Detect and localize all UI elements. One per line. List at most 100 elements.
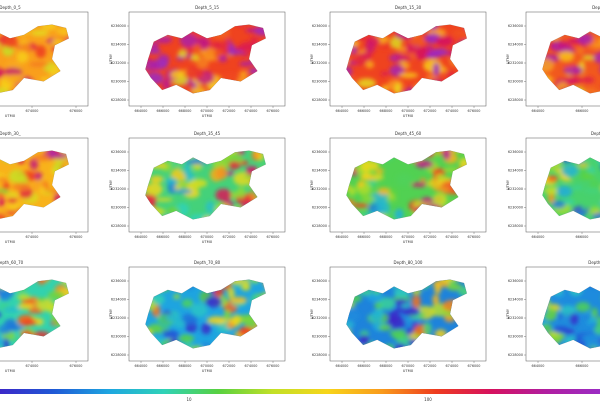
heat-cell [5,60,22,68]
x-tick-label: 664000 [336,109,349,113]
x-tick-label: 666000 [157,109,170,113]
heat-cell [253,25,266,36]
y-tick-label: 6234000 [111,43,126,47]
heat-cell [0,324,12,335]
heat-cell [236,150,245,156]
heat-cell [365,60,375,69]
heat-cell [165,177,177,185]
heat-cell [369,192,390,205]
heat-cell [356,78,377,89]
x-tick-label: 664000 [336,235,349,239]
x-axis-label: UTMX [5,114,16,118]
x-tick-label: 676000 [468,364,481,368]
heat-cell [228,161,241,170]
heat-cell [352,203,369,208]
heat-cell [201,323,212,335]
y-tick-label: 6232000 [312,316,327,320]
x-tick-label: 666000 [157,364,170,368]
heat-cell [431,150,440,157]
heat-cell [12,182,31,192]
heat-cell [166,313,182,322]
y-tick-label: 6228000 [312,224,327,228]
heat-cell [348,186,357,196]
heat-cell [236,187,246,199]
heat-cell [358,334,370,346]
heat-cell [346,320,355,329]
y-tick-label: 6234000 [508,169,523,173]
heat-cell [367,292,384,303]
y-tick-label: 6236000 [508,24,523,28]
x-axis-label: UTMX [403,240,414,244]
heat-cell [575,302,591,312]
y-tick-label: 6234000 [508,298,523,302]
heat-cell [36,279,46,285]
survey-outline [346,150,468,220]
heat-cell [572,185,583,191]
heat-cell [227,43,236,55]
y-tick-label: 6232000 [111,187,126,191]
heat-cell [4,74,25,84]
y-tick-label: 6236000 [508,279,523,283]
x-axis-label: UTMX [202,240,213,244]
heat-cell [148,323,162,333]
heat-cell [583,188,600,194]
y-tick-label: 6230000 [111,335,126,339]
heat-cell [7,197,18,204]
x-tick-label: 674000 [26,364,39,368]
survey-outline [145,279,267,349]
y-tick-label: 6236000 [508,150,523,154]
heat-cell [21,299,35,304]
map-panel: Depth_60_80 6236000 6234000 6232000 6230000 6… [506,131,600,239]
heat-cell [432,294,440,306]
heat-cell [41,24,57,31]
y-tick-label: 6230000 [508,335,523,339]
x-tick-label: 664000 [135,364,148,368]
heat-cell [39,186,47,194]
panel-title: Depth_30_ [0,131,22,136]
survey-outline [542,286,600,349]
survey-outline [0,24,70,93]
x-tick-label: 664000 [135,235,148,239]
y-axis-label: UTMY [506,308,510,319]
x-axis-label: UTMX [5,240,16,244]
survey-outline [145,24,267,94]
heat-cell [37,297,46,302]
heat-cell [0,208,9,214]
colorbar: 10 100 [0,389,600,402]
heat-cell [216,326,232,332]
survey-outline [0,279,70,348]
panel-title: Depth_60_80 [591,131,600,136]
x-tick-label: 666000 [576,235,589,239]
map-panel: Depth_0_5670000672000674000676000UTMX [0,5,89,118]
survey-outline [542,157,600,220]
panel-title: Depth_80_100 [394,260,423,265]
y-tick-label: 6228000 [111,98,126,102]
x-tick-label: 674000 [26,235,39,239]
x-tick-label: 676000 [267,235,280,239]
y-tick-label: 6228000 [508,224,523,228]
heat-cell [542,58,555,73]
heat-cell [215,188,232,202]
x-tick-label: 664000 [532,109,545,113]
heat-cell [0,177,9,182]
y-tick-label: 6228000 [508,353,523,357]
heat-cell [230,296,248,304]
x-tick-label: 668000 [380,235,393,239]
heat-cell [423,322,432,336]
x-axis-label: UTMX [403,369,414,373]
map-panel: Depth_5_15 6236000 6234000 6232000 6230000 62… [109,5,286,118]
y-tick-label: 6230000 [111,206,126,210]
survey-outline [145,150,267,220]
panel-title: Depth_45_60 [395,131,422,136]
x-tick-label: 664000 [532,364,545,368]
heat-cell [443,150,451,160]
heat-cell [0,188,9,195]
heat-cell [196,57,210,69]
x-tick-label: 666000 [576,109,589,113]
map-panel: Depth_80_100 6236000 6234000 6232000 6230000… [310,260,487,373]
heat-cell [593,325,600,335]
heat-cell [178,334,195,343]
y-tick-label: 6228000 [508,98,523,102]
heat-cell [0,67,4,78]
